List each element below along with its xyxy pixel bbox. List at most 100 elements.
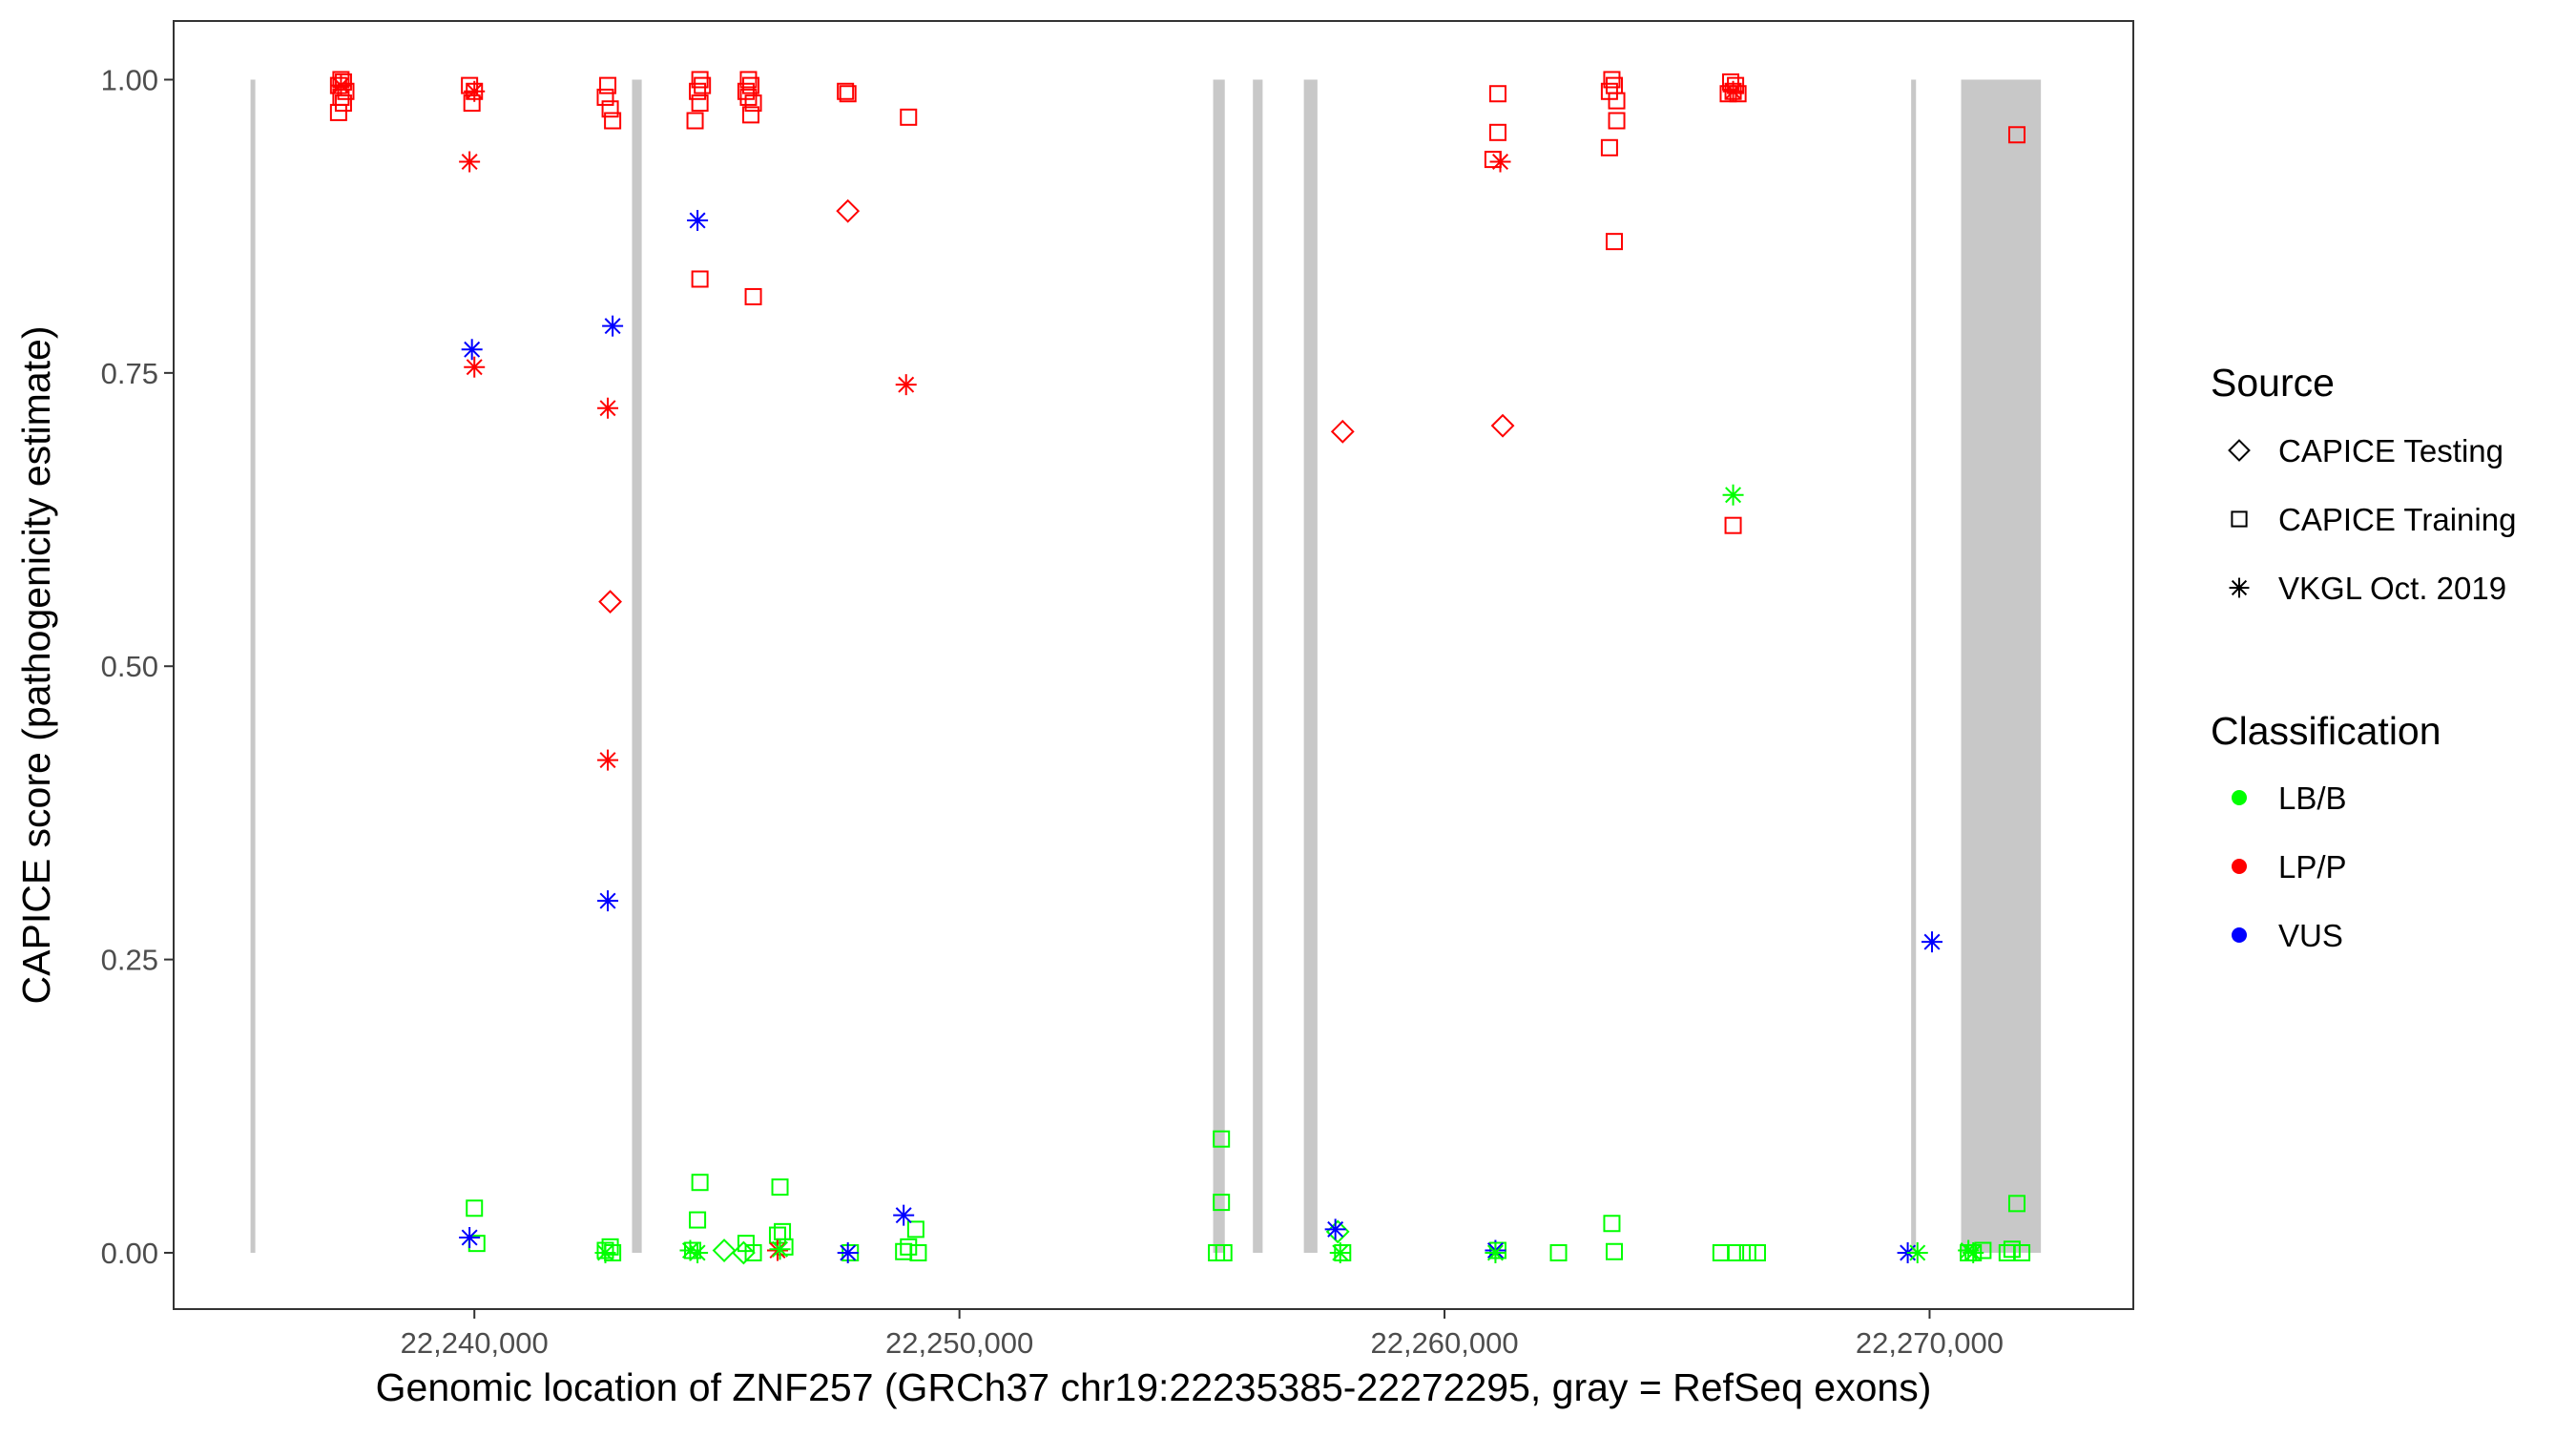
x-tick-label: 22,250,000 (885, 1326, 1033, 1360)
exon-band (1253, 79, 1263, 1253)
y-axis-ticks: 0.00 0.25 0.50 0.75 1.00 (101, 63, 174, 1270)
legend-classification-label: VUS (2278, 918, 2343, 953)
data-point-square (742, 106, 760, 124)
data-point-square (1603, 1215, 1621, 1233)
y-tick-label: 1.00 (101, 63, 158, 96)
data-point-square (1213, 1194, 1231, 1212)
exon-band (250, 79, 256, 1253)
data-point-square (1605, 1242, 1623, 1260)
data-point-asterisk (330, 74, 352, 96)
x-tick-label: 22,240,000 (401, 1326, 549, 1360)
data-point-square (1724, 516, 1742, 534)
data-point-asterisk (687, 1241, 709, 1263)
legend-key-diamond (2228, 439, 2251, 462)
data-point-square (461, 76, 479, 94)
data-point-square (463, 94, 481, 113)
data-point-square (686, 112, 704, 130)
legend-source-label: VKGL Oct. 2019 (2278, 571, 2506, 606)
data-point-square (1738, 1243, 1756, 1261)
data-point-square (771, 1178, 789, 1197)
data-point-square (1600, 138, 1618, 156)
data-point-square (689, 1211, 707, 1229)
data-point-diamond (836, 198, 861, 223)
data-point-square (1488, 123, 1506, 141)
data-point-asterisk (594, 1241, 616, 1263)
exon-band (632, 79, 642, 1253)
plot-panel-border (173, 20, 2134, 1310)
data-point-square (689, 82, 707, 100)
data-point-square (909, 1243, 927, 1261)
y-tick-label: 0.00 (101, 1237, 158, 1270)
x-tick-label: 22,260,000 (1370, 1326, 1518, 1360)
data-point-asterisk (597, 890, 619, 912)
legend-classification-label: LB/B (2278, 780, 2347, 816)
data-point-square (596, 88, 614, 106)
data-point-square (694, 76, 712, 94)
data-point-square (839, 85, 857, 103)
exon-band (1961, 79, 2042, 1253)
data-point-asterisk (769, 1238, 791, 1260)
data-point-square (1603, 71, 1621, 89)
data-point-square (599, 76, 617, 94)
data-point-square (1712, 1243, 1730, 1261)
exon-bands (250, 79, 2042, 1253)
x-axis-title: Genomic location of ZNF257 (GRCh37 chr19… (376, 1365, 1932, 1409)
legend-classification-label: LP/P (2278, 849, 2347, 884)
data-point-asterisk (1722, 484, 1744, 506)
data-point-square (895, 1242, 913, 1260)
y-axis-title: CAPICE score (pathogenicity estimate) (14, 326, 58, 1005)
legend-source-items: CAPICE Testing CAPICE Training VKGL Oct. 2… (2228, 433, 2516, 606)
y-tick-label: 0.75 (101, 357, 158, 390)
data-point-square (1215, 1243, 1233, 1261)
y-tick-label: 0.50 (101, 650, 158, 683)
data-point-square (601, 100, 619, 118)
data-point-diamond (1490, 413, 1515, 438)
data-point-square (691, 94, 709, 113)
data-point-square (2007, 126, 2025, 144)
data-point-square (691, 270, 709, 288)
data-point-square (900, 108, 918, 126)
legend-key-square (2231, 510, 2248, 528)
legend-key-dot (2232, 927, 2247, 943)
data-point-square (1549, 1243, 1568, 1261)
data-point-square (1488, 85, 1506, 103)
x-axis-ticks: 22,240,000 22,250,000 22,260,000 22,270,000 (401, 1309, 2004, 1360)
data-point-diamond (712, 1238, 737, 1262)
data-point-square (2003, 1240, 2021, 1259)
data-point-square (329, 103, 347, 121)
data-point-square (744, 287, 762, 305)
data-point-square (1608, 112, 1626, 130)
data-point-asterisk (895, 374, 917, 396)
data-point-square (601, 1238, 619, 1256)
data-point-asterisk (461, 339, 483, 361)
legend-source-label: CAPICE Training (2278, 502, 2516, 537)
data-point-asterisk (459, 1227, 481, 1248)
legend: Source CAPICE Testing CAPICE Training VKGL… (2211, 361, 2516, 953)
data-point-square (739, 71, 758, 89)
data-point-asterisk (602, 315, 624, 337)
data-point-asterisk (1489, 151, 1511, 173)
data-point-square (334, 94, 352, 113)
data-point-asterisk (1329, 1241, 1351, 1263)
data-point-square (1213, 1130, 1231, 1148)
data-point-asterisk (687, 210, 709, 232)
legend-classification-items: LB/B LP/P VUS (2232, 780, 2347, 953)
data-point-diamond (1330, 419, 1355, 444)
legend-key-dot (2232, 859, 2247, 874)
x-tick-label: 22,270,000 (1856, 1326, 2004, 1360)
data-point-asterisk (464, 80, 486, 102)
data-point-square (604, 112, 622, 130)
data-point-square (2007, 1195, 2025, 1213)
data-point-asterisk (1906, 1241, 1928, 1263)
data-points (329, 71, 2031, 1265)
data-point-asterisk (1963, 1241, 1984, 1263)
legend-source-label: CAPICE Testing (2278, 433, 2503, 468)
data-point-square (1608, 92, 1626, 110)
data-point-asterisk (464, 356, 486, 378)
data-point-diamond (731, 1240, 756, 1265)
data-point-asterisk (1922, 931, 1943, 953)
exon-band (1213, 79, 1225, 1253)
data-point-asterisk (597, 397, 619, 419)
